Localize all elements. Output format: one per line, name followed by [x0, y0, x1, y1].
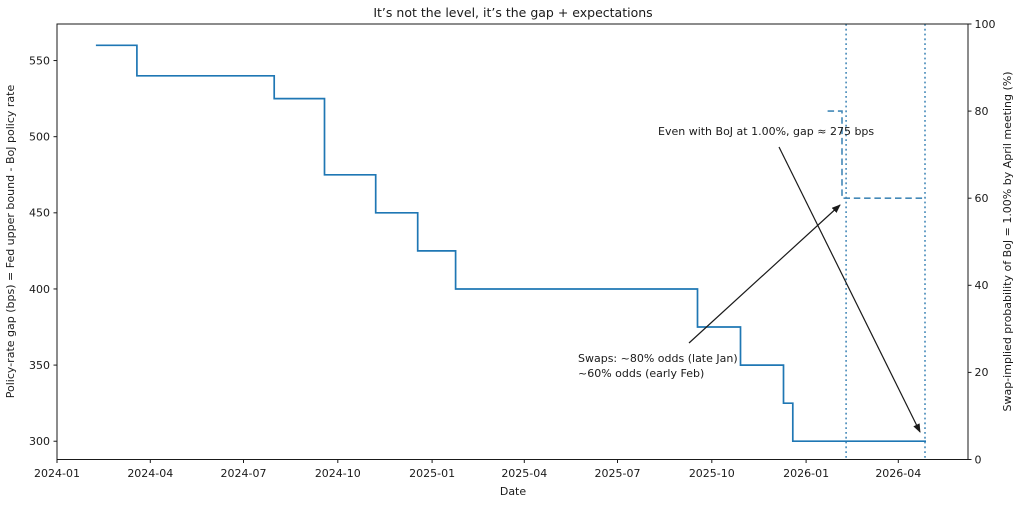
annotation-text: Swaps: ~80% odds (late Jan) — [578, 352, 738, 365]
annotation-arrow — [688, 204, 841, 344]
series-group — [95, 44, 926, 443]
right-y-tick-label: 60 — [975, 192, 989, 205]
annotation-text: Even with BoJ at 1.00%, gap ≈ 275 bps — [658, 125, 874, 138]
x-axis-label: Date — [500, 485, 527, 498]
right-y-tick-label: 0 — [975, 453, 982, 466]
plot-border — [56, 23, 969, 460]
right-y-tick-label: 80 — [975, 105, 989, 118]
x-tick-label: 2025-04 — [501, 467, 547, 480]
x-tick-label: 2026-01 — [783, 467, 829, 480]
x-tick-label: 2025-10 — [689, 467, 735, 480]
swap-implied-probability-pct-line — [827, 110, 926, 199]
right-y-tick-label: 100 — [975, 18, 996, 31]
right-y-axis-label: Swap-implied probability of BoJ = 1.00% … — [1001, 72, 1014, 412]
x-tick-label: 2024-01 — [34, 467, 80, 480]
x-tick-label: 2024-07 — [221, 467, 267, 480]
left-y-tick-label: 400 — [29, 283, 50, 296]
annotation-arrow — [778, 146, 921, 433]
left-y-tick-label: 450 — [29, 207, 50, 220]
x-tick-label: 2025-07 — [595, 467, 641, 480]
left-y-tick-label: 350 — [29, 359, 50, 372]
annotations-group: Even with BoJ at 1.00%, gap ≈ 275 bps Swa… — [578, 125, 921, 433]
right-y-tick-label: 40 — [975, 279, 989, 292]
x-tick-label: 2025-01 — [409, 467, 455, 480]
vlines-group — [845, 24, 926, 460]
ticks-group: 2024-01 2024-04 2024-07 2024-10 2025-01 2025-… — [29, 18, 996, 480]
right-y-tick-label: 20 — [975, 366, 989, 379]
left-y-axis-label: Policy-rate gap (bps) = Fed upper bound … — [4, 85, 17, 399]
left-y-tick-label: 300 — [29, 435, 50, 448]
left-y-tick-label: 500 — [29, 131, 50, 144]
plot-frame — [56, 23, 969, 460]
chart-title: It’s not the level, it’s the gap + expec… — [373, 5, 652, 20]
x-tick-label: 2024-04 — [127, 467, 173, 480]
x-tick-label: 2024-10 — [315, 467, 361, 480]
annotation-text: ~60% odds (early Feb) — [578, 367, 704, 380]
left-y-tick-label: 550 — [29, 54, 50, 67]
policy-rate-gap-bps-line — [95, 44, 926, 443]
x-tick-label: 2026-04 — [875, 467, 921, 480]
